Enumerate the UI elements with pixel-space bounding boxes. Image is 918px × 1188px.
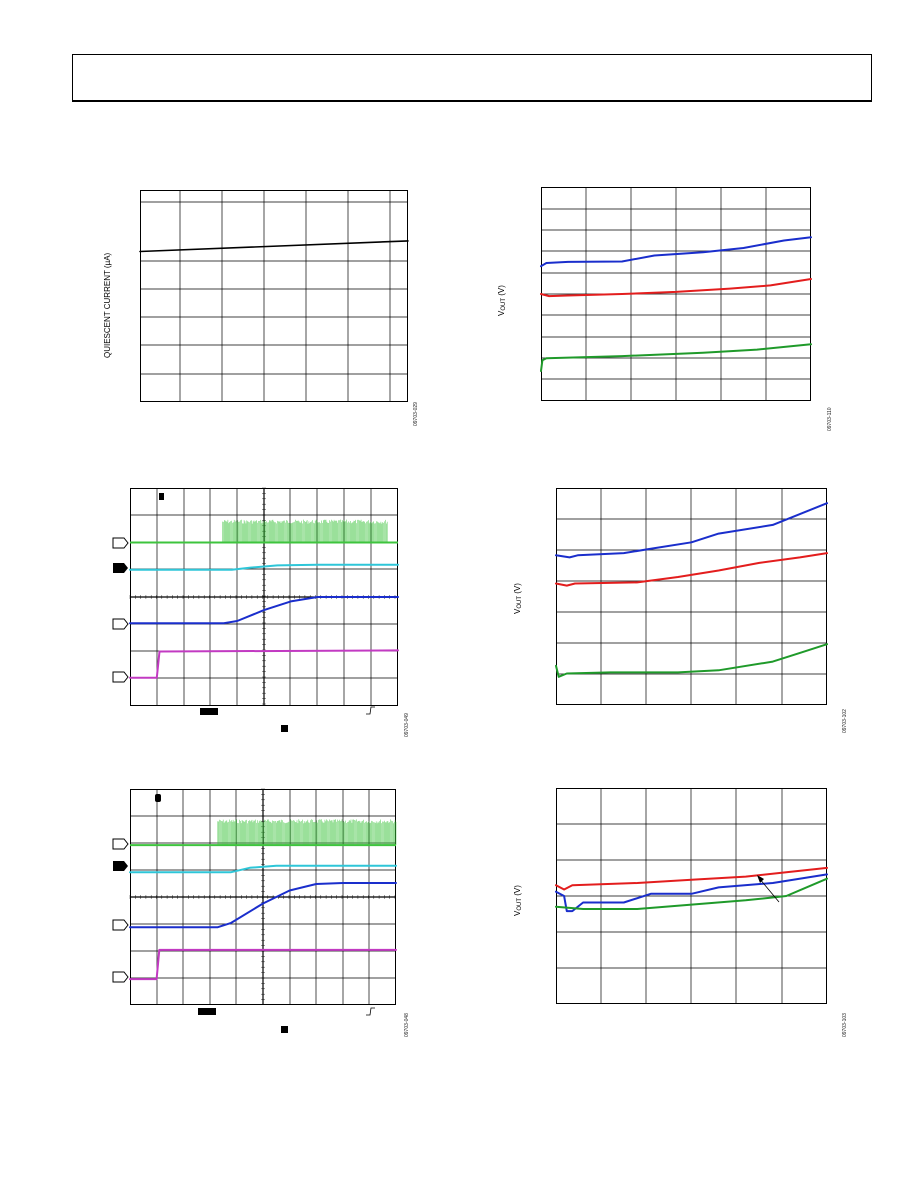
series-line [540, 343, 812, 372]
fig-vout-1-ylabel-rest: (V) [497, 285, 506, 298]
timebase-box [198, 1008, 216, 1015]
trigger-edge-icon [366, 1007, 375, 1016]
series-line [129, 882, 397, 929]
series-line [555, 877, 828, 910]
fig-vout-1-plot [540, 187, 812, 401]
fig-vout-3-ylabel: VOUT (V) [513, 885, 523, 916]
series-line [540, 278, 812, 298]
ch-marker-1 [112, 838, 129, 850]
series-line [540, 236, 812, 268]
fig-quiescent-ref: 09703-029 [413, 402, 419, 426]
series-line [139, 240, 409, 253]
fig-vout-3-ylabel-sub: OUT [517, 897, 523, 911]
series-line [129, 948, 397, 981]
trigger-marker [159, 493, 164, 500]
fig-vout-2-ref: 09703-102 [842, 709, 848, 733]
fig-vout-1-ylabel-main: V [497, 310, 506, 316]
ch-marker-2 [113, 563, 128, 573]
ch-marker-1 [112, 537, 129, 549]
series-line [555, 866, 828, 891]
fig-vout-3-ref: 09703-103 [842, 1013, 848, 1037]
ch-marker-3 [112, 919, 129, 931]
fig-vout-3-ylabel-main: V [513, 910, 522, 916]
fig-vout-2-ylabel-rest: (V) [513, 583, 522, 596]
scope-1-markers [112, 493, 375, 732]
series-line [555, 502, 828, 559]
ch-marker-4 [112, 971, 129, 983]
fig-vout-2-ylabel-sub: OUT [517, 595, 523, 609]
fig-vout-3-arrowhead [757, 875, 764, 883]
series-line [129, 649, 399, 679]
series-line [555, 643, 828, 678]
fig-vout-2-ylabel: VOUT (V) [513, 583, 523, 614]
fig-quiescent-plot [139, 190, 409, 402]
ch-marker-3 [112, 618, 129, 630]
fig-vout-3-plot [555, 788, 828, 1004]
fig-scope-2-plot [129, 788, 397, 1005]
page-header-box [72, 54, 872, 102]
series-line [555, 552, 828, 587]
trigger-marker [155, 794, 161, 802]
fig-vout-1-ylabel: VOUT (V) [497, 285, 507, 316]
timebase-square [281, 1026, 288, 1033]
series-line [129, 596, 399, 625]
fig-quiescent-ylabel: QUIESCENT CURRENT (µA) [103, 252, 112, 358]
ch-marker-4 [112, 671, 129, 683]
series-line [555, 873, 828, 913]
series-line [129, 563, 399, 571]
fig-vout-1-ref: 09703-110 [827, 407, 833, 431]
fig-scope-1-plot [129, 487, 399, 706]
series-line [129, 864, 397, 874]
timebase-box [200, 708, 218, 715]
fig-vout-2-plot [555, 488, 828, 705]
trigger-edge-icon [366, 706, 375, 715]
timebase-square [281, 725, 288, 732]
fig-vout-3-annotation-arrow [758, 877, 780, 903]
ch-marker-2 [113, 861, 128, 871]
fig-vout-3-ylabel-rest: (V) [513, 885, 522, 898]
fig-vout-1-ylabel-sub: OUT [501, 297, 507, 311]
fig-vout-2-ylabel-main: V [513, 608, 522, 614]
scope-2-markers [112, 794, 375, 1033]
